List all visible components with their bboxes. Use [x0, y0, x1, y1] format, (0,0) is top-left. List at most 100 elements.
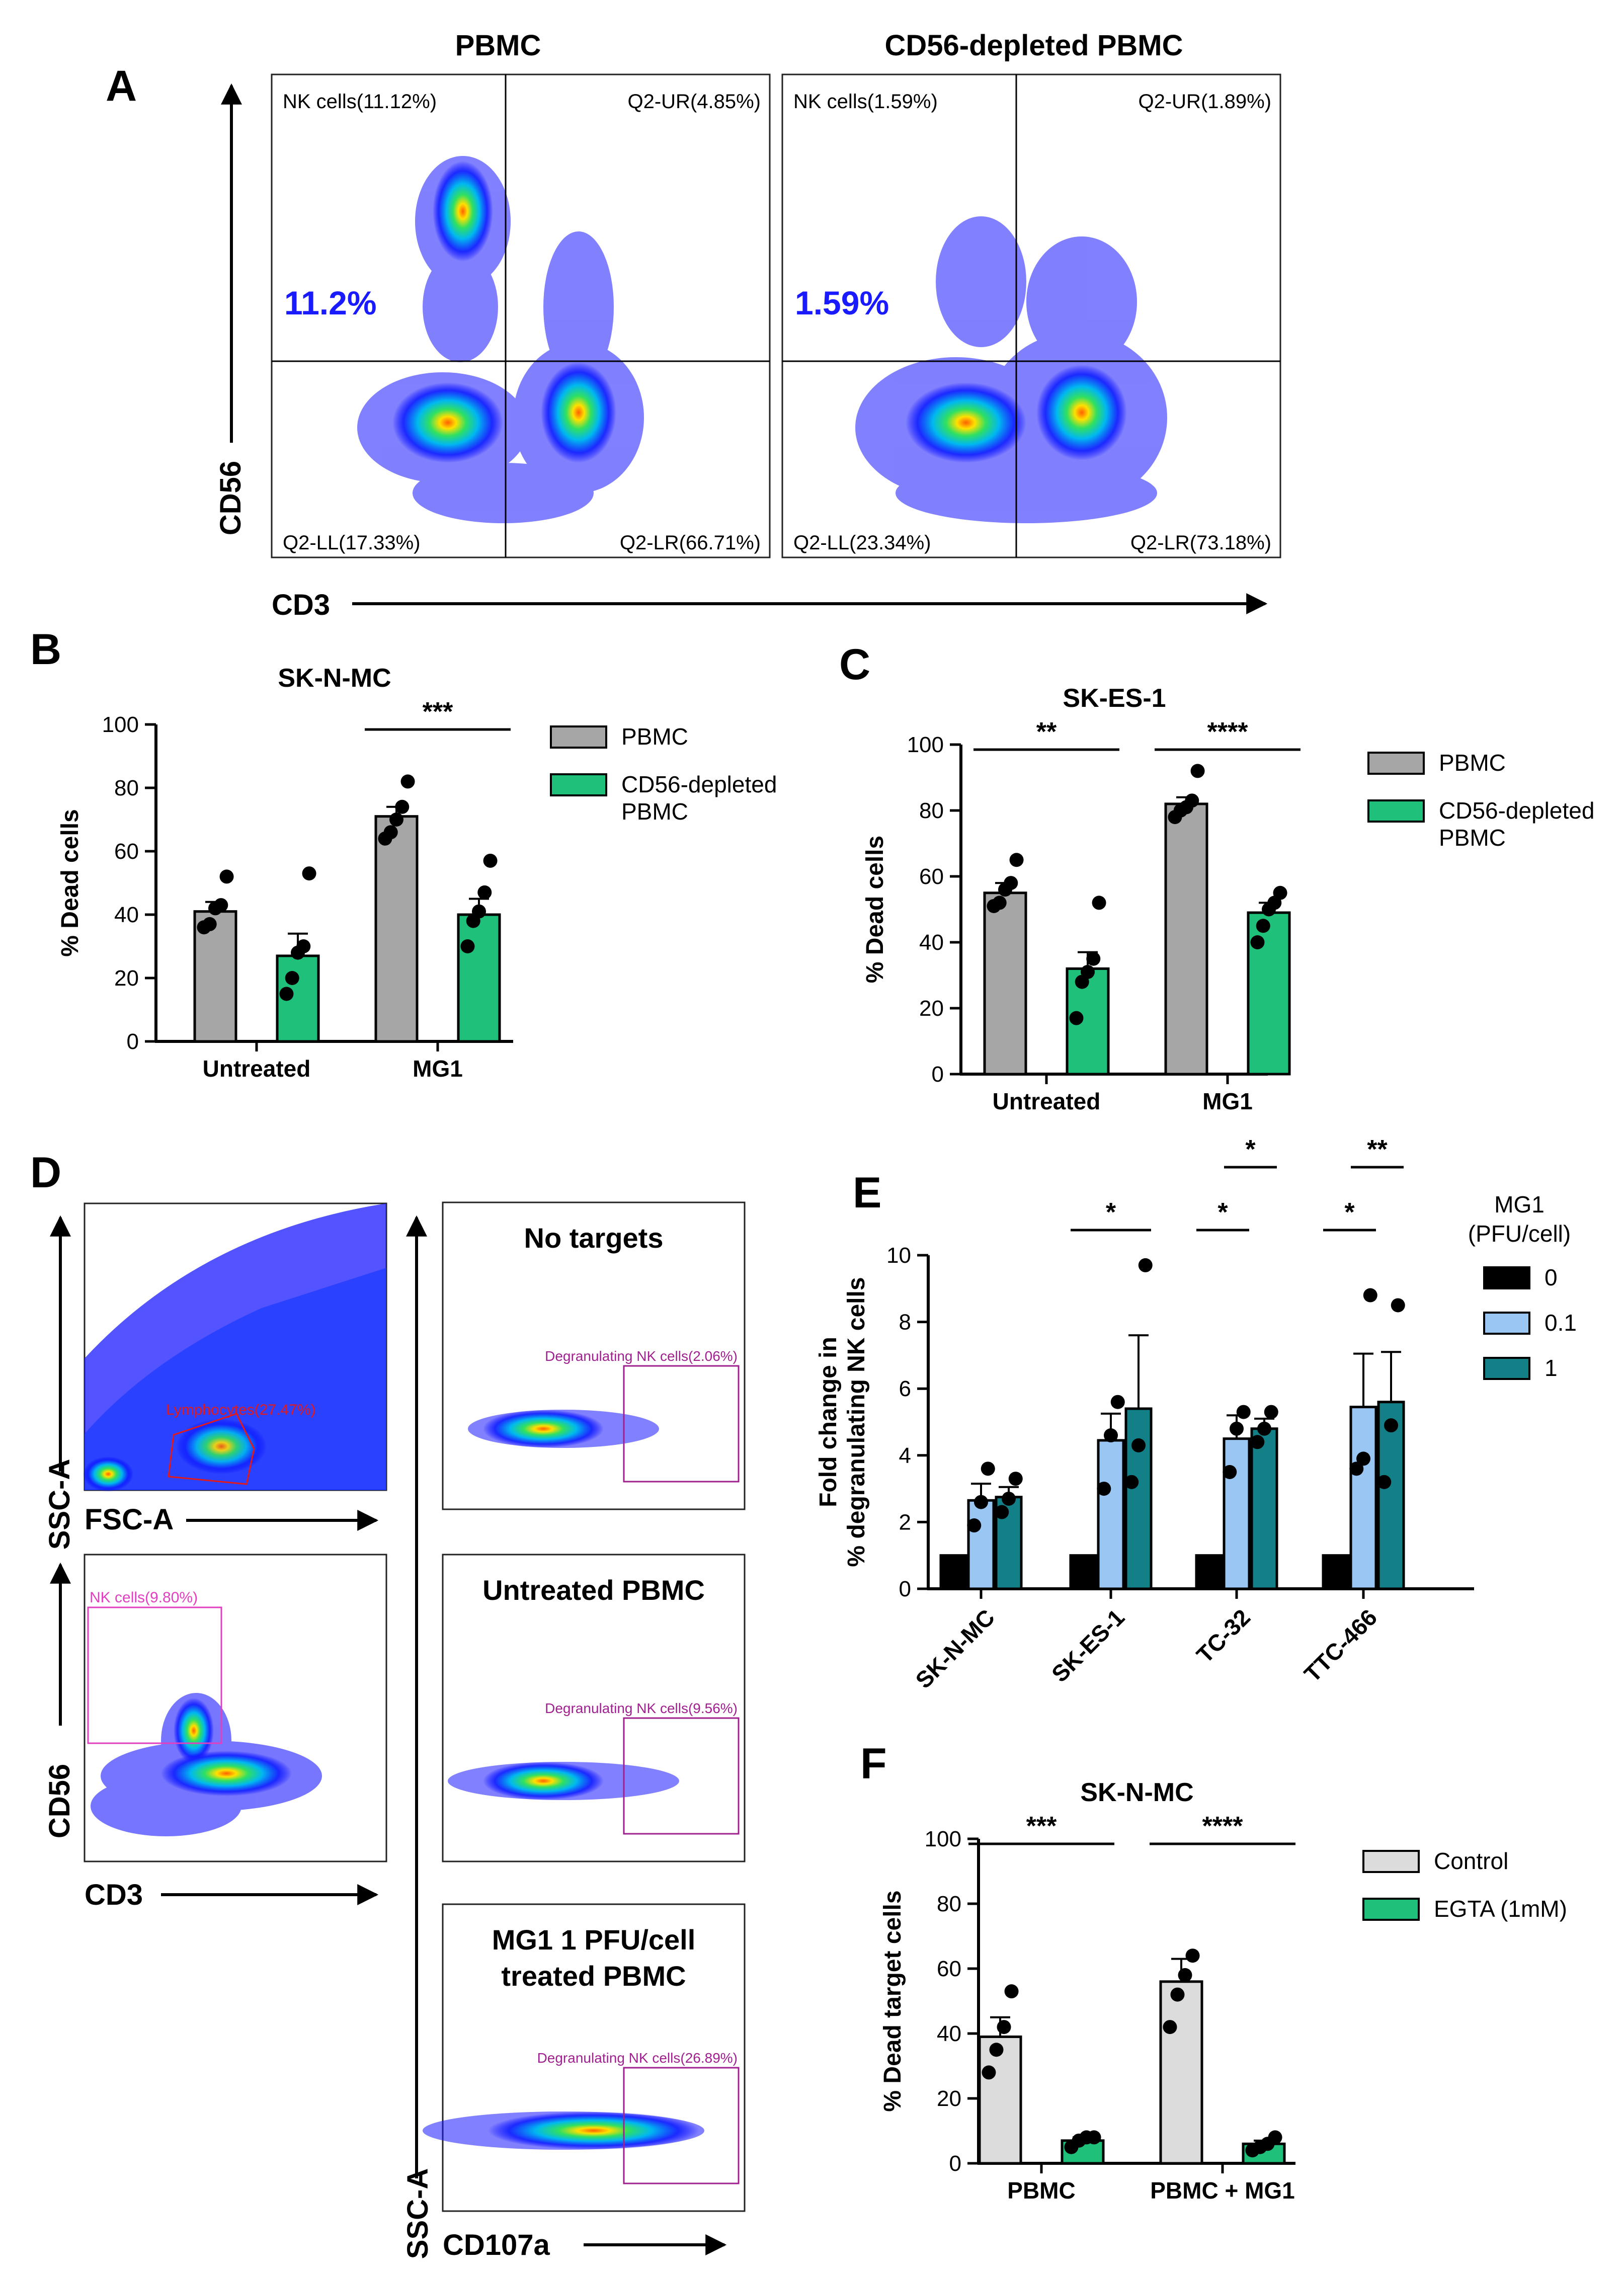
bar	[1377, 1401, 1405, 1590]
data-point	[989, 2043, 1004, 2057]
data-point	[395, 799, 410, 814]
cd107a-box-2: Untreated PBMC Degranulating NK cells(9.5…	[442, 1554, 746, 1862]
significance-label: *	[1106, 1198, 1116, 1227]
event-density	[483, 1762, 604, 1800]
data-point	[202, 917, 217, 931]
y-tick-label: 80	[919, 798, 944, 823]
data-point	[967, 1518, 982, 1533]
gate-nk-cells: NK cells(9.80%)	[90, 1589, 198, 1606]
data-point	[974, 1495, 988, 1509]
panel-letter-e: E	[853, 1169, 881, 1217]
data-point	[1377, 1475, 1392, 1489]
flow-xlabel-cd3: CD3	[272, 589, 330, 621]
bar	[1250, 1427, 1278, 1590]
box-frame	[442, 1201, 746, 1510]
legend-label: PBMC	[621, 723, 688, 750]
x-tick-label: TC-32	[1191, 1604, 1255, 1668]
data-point	[1256, 919, 1270, 933]
x-tick-label: TTC-466	[1299, 1604, 1382, 1687]
y-tick-label: 8	[899, 1310, 911, 1335]
data-point	[981, 1461, 995, 1476]
bar	[1223, 1437, 1251, 1590]
y-tick-label: 40	[114, 903, 139, 927]
data-point	[1124, 1475, 1139, 1489]
flow-plot-depleted: NK cells(1.59%) Q2-UR(1.89%) Q2-LL(23.34…	[781, 73, 1281, 558]
x-tick-label: Untreated	[993, 1088, 1101, 1114]
data-point	[1268, 2130, 1282, 2145]
box-title: MG1 1 PFU/cell	[492, 1924, 696, 1956]
data-point	[1250, 1435, 1265, 1449]
gate-label: Degranulating NK cells(9.56%)	[545, 1700, 738, 1716]
gate-box	[623, 1365, 740, 1483]
data-point	[400, 774, 415, 789]
legend-swatch	[1362, 1850, 1420, 1873]
data-point	[1086, 951, 1101, 966]
gate-depleted-ur: Q2-UR(1.89%)	[1138, 91, 1271, 113]
flow-title-depleted: CD56-depleted PBMC	[885, 29, 1183, 62]
legend-title: (PFU/cell)	[1468, 1221, 1571, 1247]
y-tick-label: 0	[932, 1062, 944, 1087]
chart-title: SK-N-MC	[1080, 1778, 1193, 1807]
legend-swatch	[1367, 799, 1425, 823]
y-tick-label: 20	[919, 996, 944, 1021]
data-point	[389, 813, 403, 827]
scatter2-xlabel: CD3	[85, 1879, 143, 1911]
legend-label: Control	[1434, 1848, 1508, 1874]
y-tick-label: 0	[949, 2151, 961, 2176]
data-point	[1008, 1472, 1023, 1486]
scatter1-ylabel: SSC-A	[43, 1459, 76, 1550]
significance-label: *	[1245, 1135, 1256, 1164]
nk-percent-pbmc: 11.2%	[284, 284, 377, 321]
scatter2-ylabel: CD56	[43, 1764, 76, 1838]
y-tick-label: 40	[937, 2021, 961, 2046]
data-point	[1110, 1395, 1125, 1409]
bar	[1322, 1554, 1350, 1590]
box-title: treated PBMC	[501, 1960, 686, 1992]
bar-chart-e-degranulation: Fold change in% degranulating NK cells 0 2…	[815, 1135, 1577, 1693]
x-tick-label: MG1	[413, 1055, 463, 1082]
data-point	[995, 1505, 1009, 1519]
scatter-fsc-ssc: Lymphocytes(27.47%)	[83, 1202, 387, 1492]
gate-pbmc-ll: Q2-LL(17.33%)	[283, 532, 420, 554]
nk-percent-depleted: 1.59%	[795, 284, 889, 321]
legend-swatch	[1483, 1266, 1530, 1289]
panel-letter-d: D	[30, 1149, 61, 1197]
cd107a-box-3: MG1 1 PFU/cell treated PBMC Degranulating …	[423, 1903, 746, 2212]
significance-label: *	[1344, 1198, 1355, 1227]
data-point	[1264, 1405, 1278, 1419]
data-point	[1185, 793, 1199, 808]
flow-title-pbmc: PBMC	[455, 29, 541, 62]
y-tick-label: 60	[919, 864, 944, 889]
flow-plot-pbmc: NK cells(11.12%) Q2-UR(4.85%) Q2-LL(17.3…	[271, 73, 771, 558]
flow-ylabel-cd56: CD56	[214, 461, 247, 535]
data-point	[1092, 896, 1106, 910]
bar	[1159, 1980, 1203, 2165]
significance-label: **	[1367, 1135, 1388, 1164]
data-point	[1131, 1438, 1146, 1452]
panel-d: Lymphocytes(27.47%) SSC-A FSC-A NK cells…	[43, 1201, 746, 2261]
y-tick-label: 6	[899, 1376, 911, 1401]
y-axis-label: % Dead cells	[57, 809, 84, 956]
legend-label: PBMC	[1439, 750, 1506, 776]
data-point	[1190, 764, 1205, 778]
significance-label: ***	[1026, 1812, 1057, 1841]
gate-label: Degranulating NK cells(2.06%)	[545, 1348, 738, 1364]
data-point	[1138, 1258, 1153, 1272]
bar	[193, 910, 237, 1043]
right-ylabel: SSC-A	[401, 2168, 434, 2259]
legend-swatch	[1367, 752, 1425, 775]
x-tick-label: PBMC + MG1	[1150, 2177, 1295, 2204]
significance-label: **	[1036, 717, 1057, 747]
y-tick-label: 20	[114, 966, 139, 991]
bar-chart-b-sk-n-mc: SK-N-MC % Dead cells 0 20 40 60 80 100 Untreated…	[57, 664, 777, 1082]
data-point	[214, 898, 228, 913]
data-point	[1004, 876, 1018, 890]
box-title: Untreated PBMC	[482, 1574, 705, 1606]
cd107a-box-1: No targets Degranulating NK cells(2.06%)	[442, 1201, 746, 1510]
bar	[939, 1554, 967, 1590]
y-tick-label: 0	[127, 1029, 139, 1054]
legend-label: 0.1	[1545, 1310, 1577, 1336]
bar	[1164, 802, 1208, 1076]
data-point	[1273, 885, 1287, 900]
